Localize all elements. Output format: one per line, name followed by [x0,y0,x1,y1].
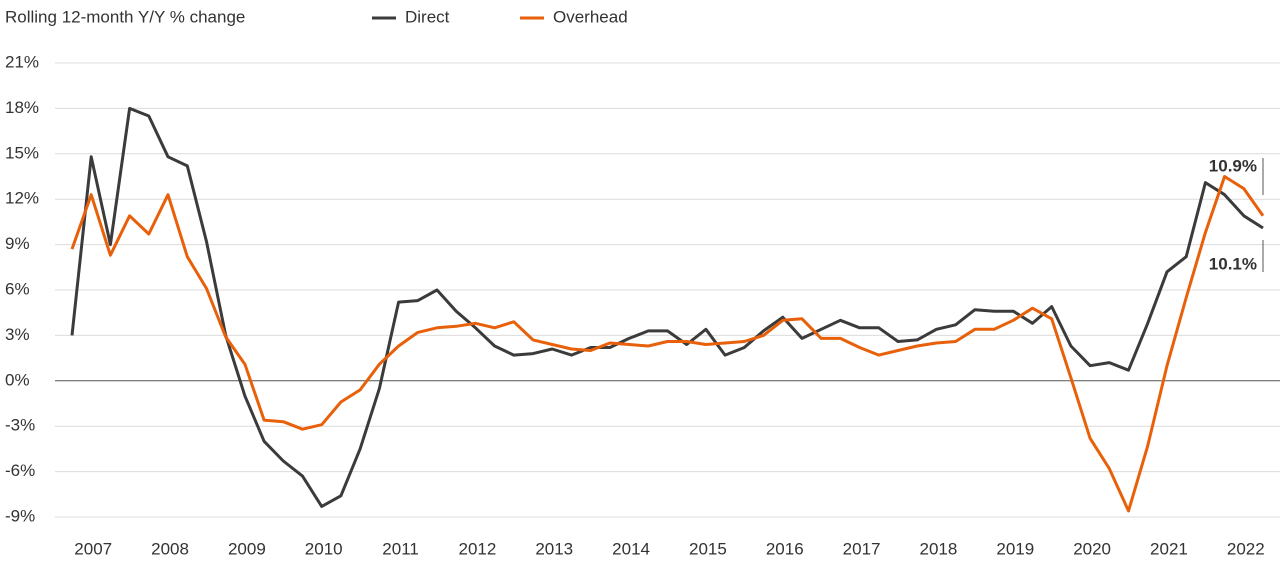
y-tick-label: 18% [5,98,39,117]
y-tick-label: 12% [5,189,39,208]
chart-title: Rolling 12-month Y/Y % change [5,7,245,26]
x-tick-label: 2022 [1227,539,1265,558]
y-tick-label: 9% [5,234,30,253]
x-tick-label: 2010 [305,539,343,558]
legend-label: Direct [405,7,450,26]
x-tick-label: 2015 [689,539,727,558]
y-tick-label: 15% [5,143,39,162]
y-tick-label: 21% [5,52,39,71]
annotation: 10.1% [1209,254,1257,273]
y-tick-label: -6% [5,461,35,480]
annotation: 10.9% [1209,156,1257,175]
x-tick-label: 2007 [74,539,112,558]
x-tick-label: 2012 [458,539,496,558]
y-tick-label: 6% [5,279,30,298]
legend-label: Overhead [553,7,628,26]
x-tick-label: 2014 [612,539,650,558]
x-tick-label: 2011 [382,539,419,558]
x-tick-label: 2020 [1073,539,1111,558]
y-tick-label: -9% [5,506,35,525]
y-tick-label: -3% [5,416,35,435]
x-tick-label: 2008 [151,539,189,558]
x-tick-label: 2009 [228,539,266,558]
x-tick-label: 2021 [1150,539,1188,558]
x-tick-label: 2019 [996,539,1034,558]
y-tick-label: 3% [5,325,30,344]
x-tick-label: 2016 [766,539,804,558]
series-line [70,106,1264,508]
x-tick-label: 2017 [843,539,881,558]
series-line [70,175,1265,513]
y-tick-label: 0% [5,370,30,389]
x-tick-label: 2013 [535,539,573,558]
x-tick-label: 2018 [920,539,958,558]
